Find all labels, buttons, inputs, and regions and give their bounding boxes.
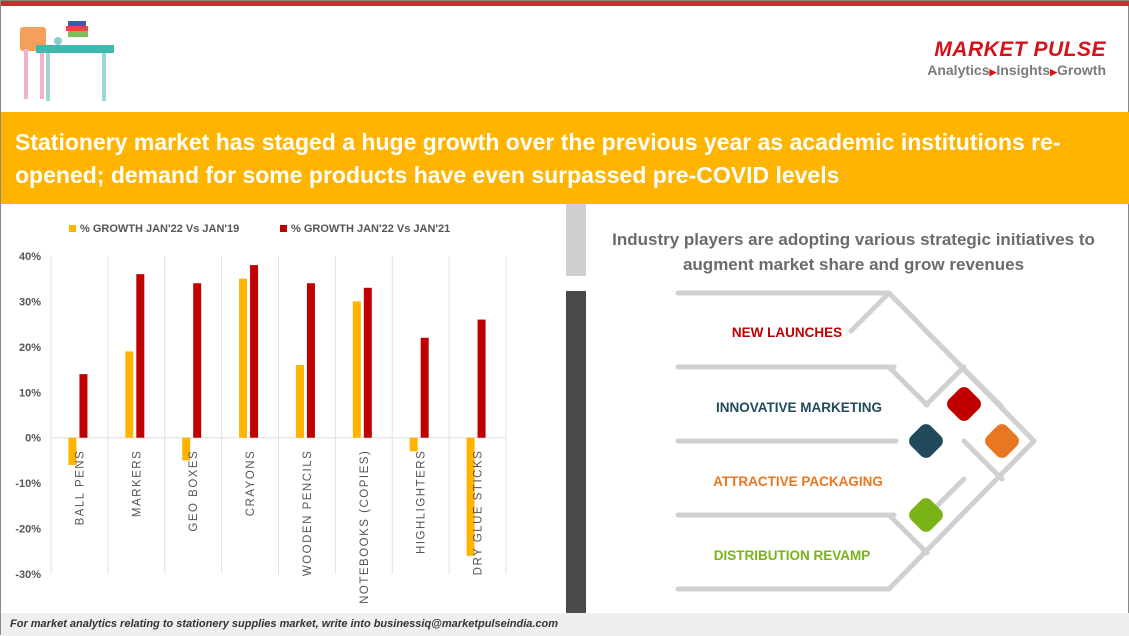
- y-tick-label: 40%: [19, 251, 41, 263]
- bar-jan19: [295, 365, 304, 438]
- top-accent-bar: [1, 1, 1129, 6]
- diamond-marker: [985, 424, 1019, 458]
- diamond-marker: [909, 498, 943, 532]
- bar-jan19: [68, 437, 77, 465]
- logo-tagline: Analytics▶Insights▶Growth: [927, 62, 1106, 78]
- bar-jan19: [409, 437, 418, 452]
- tagline-2: Insights: [996, 62, 1051, 78]
- logo-title: MARKET PULSE: [934, 38, 1106, 61]
- x-tick-label: NOTEBOOKS (COPIES): [359, 450, 371, 604]
- x-tick-label: CRAYONS: [245, 450, 257, 517]
- bar-jan21: [79, 374, 88, 438]
- divider-bar-dark: [566, 291, 586, 613]
- diamond-marker: [947, 387, 981, 421]
- bar-jan21: [477, 319, 486, 438]
- bar-jan19: [466, 437, 475, 556]
- y-tick-label: -30%: [15, 569, 41, 581]
- desk-illustration-icon: [20, 21, 114, 101]
- footer-contact: For market analytics relating to station…: [1, 613, 1129, 636]
- tagline-3: Growth: [1057, 62, 1106, 78]
- bar-jan19: [182, 437, 191, 461]
- initiatives-title: Industry players are adopting various st…: [612, 230, 1095, 274]
- initiative-attractive-packaging: ATTRACTIVE PACKAGING: [713, 474, 883, 489]
- initiative-new-launches: NEW LAUNCHES: [732, 325, 842, 340]
- y-tick-label: 30%: [19, 296, 41, 308]
- y-tick-label: 20%: [19, 342, 41, 354]
- x-tick-label: BALL PENS: [74, 450, 86, 526]
- legend-swatch: [280, 225, 287, 232]
- y-tick-label: 0%: [25, 433, 41, 445]
- bar-jan21: [306, 283, 315, 438]
- bar-jan21: [193, 283, 202, 438]
- y-tick-label: -10%: [15, 478, 41, 490]
- bar-jan21: [250, 265, 259, 438]
- initiative-distribution-revamp: DISTRIBUTION REVAMP: [714, 548, 871, 563]
- initiative-innovative-marketing: INNOVATIVE MARKETING: [716, 400, 882, 415]
- divider-bar-light: [566, 204, 586, 276]
- bar-jan19: [125, 351, 134, 438]
- legend-item-jan21: % GROWTH JAN'22 Vs JAN'21: [280, 223, 450, 235]
- diamond-marker: [909, 424, 943, 458]
- headline-banner: Stationery market has staged a huge grow…: [1, 112, 1129, 204]
- bar-jan21: [136, 274, 145, 438]
- y-tick-label: -20%: [15, 524, 41, 536]
- legend-swatch: [69, 225, 76, 232]
- y-tick-label: 10%: [19, 387, 41, 399]
- growth-bar-chart: 40% 30% 20% 10% 0% -10% -20% -30% BALL PENS MARKE…: [15, 251, 507, 604]
- x-tick-label: DRY GLUE STICKS: [473, 450, 485, 576]
- market-pulse-logo: MARKET PULSE Analytics▶Insights▶Growth: [927, 38, 1106, 78]
- bar-jan19: [352, 301, 361, 438]
- legend-item-jan19: % GROWTH JAN'22 Vs JAN'19: [69, 223, 239, 235]
- x-tick-label: HIGHLIGHTERS: [416, 450, 428, 554]
- x-tick-label: WOODEN PENCILS: [302, 450, 314, 576]
- legend-label: % GROWTH JAN'22 Vs JAN'21: [291, 223, 451, 235]
- bar-jan19: [239, 278, 248, 438]
- legend-label: % GROWTH JAN'22 Vs JAN'19: [80, 223, 240, 235]
- bar-jan21: [420, 337, 429, 438]
- bar-jan21: [363, 287, 372, 438]
- x-tick-label: GEO BOXES: [188, 450, 200, 532]
- tagline-1: Analytics: [927, 62, 990, 78]
- x-tick-label: MARKERS: [131, 450, 143, 517]
